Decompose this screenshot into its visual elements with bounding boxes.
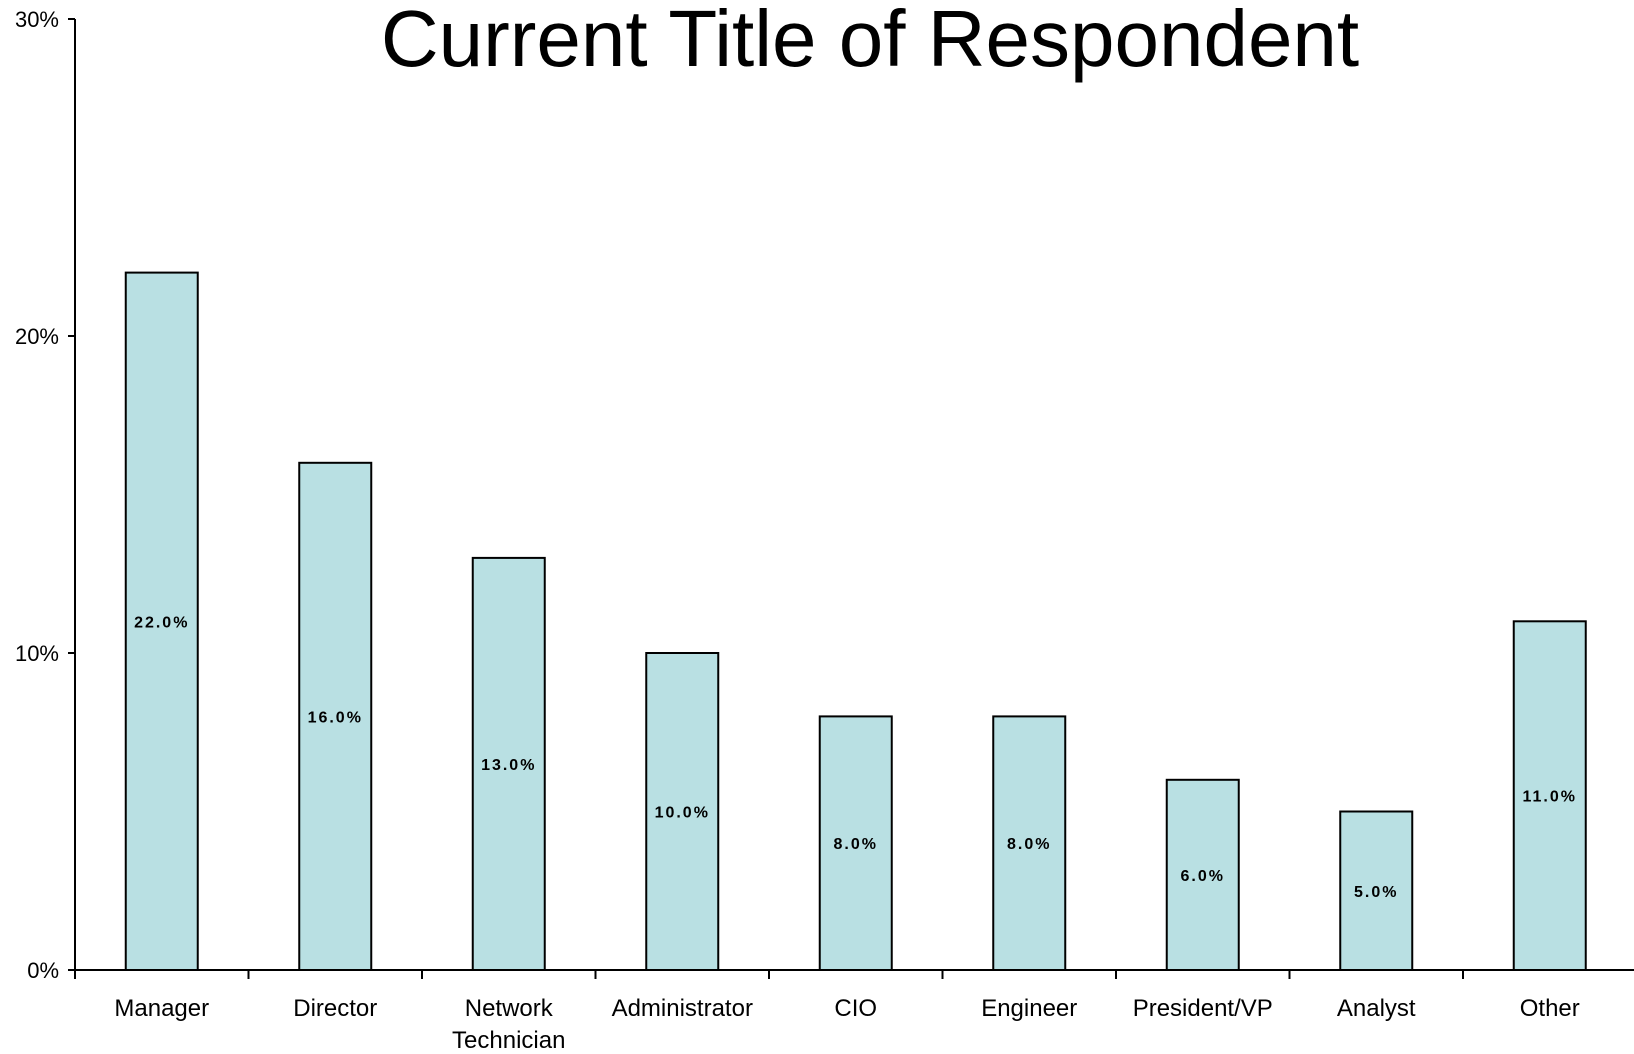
bar-value-label: 5.0% <box>1354 884 1398 901</box>
bar <box>1512 620 1587 971</box>
x-category-label: Other <box>1520 995 1580 1022</box>
x-category-label: Director <box>293 995 377 1022</box>
bar-value-label: 8.0% <box>834 836 878 853</box>
y-tick-label: 10% <box>15 641 59 666</box>
x-category-label: President/VP <box>1133 995 1273 1022</box>
x-category-label: Analyst <box>1337 995 1416 1022</box>
bar-value-label: 8.0% <box>1007 836 1051 853</box>
x-category-label: Engineer <box>981 995 1077 1022</box>
x-category-label: Administrator <box>612 995 753 1022</box>
bar-value-label: 6.0% <box>1181 868 1225 885</box>
bar-value-label: 13.0% <box>481 757 536 774</box>
bar <box>645 652 720 971</box>
bar-value-label: 22.0% <box>134 614 189 631</box>
x-category-label: Network Technician <box>452 995 565 1054</box>
y-tick-label: 20% <box>15 324 59 349</box>
bar <box>1339 810 1414 971</box>
bar <box>1165 778 1240 971</box>
x-category-label: Manager <box>114 995 209 1022</box>
bar <box>471 556 546 972</box>
bar-value-label: 16.0% <box>308 709 363 726</box>
bar <box>818 715 893 972</box>
bars: 22.0% 16.0% 13.0% 10.0% 8.0% 8.0% 6.0% 5.0% 11.0… <box>124 271 1587 972</box>
bar <box>124 271 199 972</box>
y-tick-label: 30% <box>15 7 59 32</box>
chart-title: Current Title of Respondent <box>381 0 1359 83</box>
y-tick-label: 0% <box>27 958 59 983</box>
bar-value-label: 11.0% <box>1523 789 1577 806</box>
y-axis-ticks: 0% 10% 20% 30% <box>15 7 75 983</box>
bar-value-label: 10.0% <box>655 805 710 822</box>
x-axis-ticks: Manager Director Network Technician Administ… <box>74 970 1580 1054</box>
bar <box>298 461 373 971</box>
bar <box>992 715 1067 972</box>
x-category-label: CIO <box>834 995 877 1022</box>
